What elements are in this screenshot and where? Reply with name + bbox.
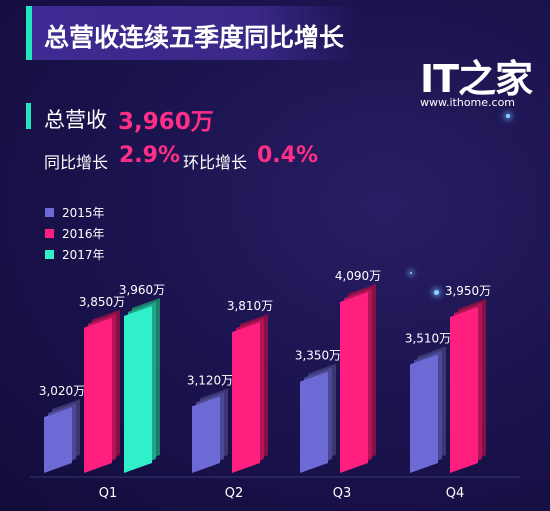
yoy-growth-value: 2.9%	[119, 143, 181, 168]
page-title: 总营收连续五季度同比增长	[44, 23, 345, 52]
x-tick-q3: Q3	[333, 486, 352, 501]
legend-item-2017: 2017年	[45, 244, 105, 265]
stat-accent-bar	[26, 103, 31, 129]
qoq-growth-label: 环比增长	[183, 153, 248, 172]
data-label-q4-2016: 3,950万	[445, 284, 491, 298]
logo-mark: IT之家	[420, 57, 533, 101]
data-label-q2-2016: 3,810万	[227, 299, 273, 313]
data-label-q4-2015: 3,510万	[405, 331, 451, 345]
data-label-q3-2015: 3,350万	[295, 349, 341, 363]
yoy-growth-label: 同比增长	[44, 153, 109, 172]
ithome-logo: IT之家 www.ithome.com	[420, 48, 533, 114]
chart-legend: 2015年 2016年 2017年	[45, 202, 105, 265]
data-label-q3-2016: 4,090万	[335, 269, 381, 283]
x-tick-q2: Q2	[225, 486, 244, 501]
legend-item-2016: 2016年	[45, 223, 105, 244]
data-label-q1-2016: 3,850万	[79, 295, 125, 309]
data-label-q1-2015: 3,020万	[39, 384, 85, 398]
legend-item-2015: 2015年	[45, 202, 105, 223]
bar-q2-2015	[192, 388, 228, 473]
total-revenue-value: 3,960万	[118, 109, 214, 135]
logo-url: www.ithome.com	[420, 96, 516, 109]
title-accent-bar	[26, 6, 32, 60]
bar-q1-2017	[124, 297, 160, 473]
x-tick-q4: Q4	[446, 486, 465, 501]
bar-q4-2015	[410, 346, 446, 473]
legend-label-2017: 2017年	[62, 248, 105, 262]
star-decoration	[410, 272, 412, 274]
x-tick-q1: Q1	[99, 486, 118, 501]
bar-q1-2016	[84, 309, 120, 473]
legend-label-2016: 2016年	[62, 227, 105, 241]
bar-q2-2016	[232, 314, 268, 473]
legend-swatch-2017	[45, 250, 54, 259]
title-banner	[26, 6, 356, 60]
bar-q4-2016	[450, 299, 486, 473]
bar-q1-2015	[44, 399, 80, 473]
star-decoration	[434, 290, 439, 295]
star-decoration	[506, 114, 510, 118]
bar-q3-2015	[300, 363, 336, 473]
legend-label-2015: 2015年	[62, 206, 105, 220]
data-label-q1-2017: 3,960万	[119, 283, 165, 297]
legend-swatch-2015	[45, 208, 54, 217]
qoq-growth-value: 0.4%	[257, 143, 319, 168]
legend-swatch-2016	[45, 229, 54, 238]
bar-q3-2016	[340, 284, 376, 473]
total-revenue-label: 总营收	[44, 108, 107, 132]
data-label-q2-2015: 3,120万	[187, 373, 233, 387]
